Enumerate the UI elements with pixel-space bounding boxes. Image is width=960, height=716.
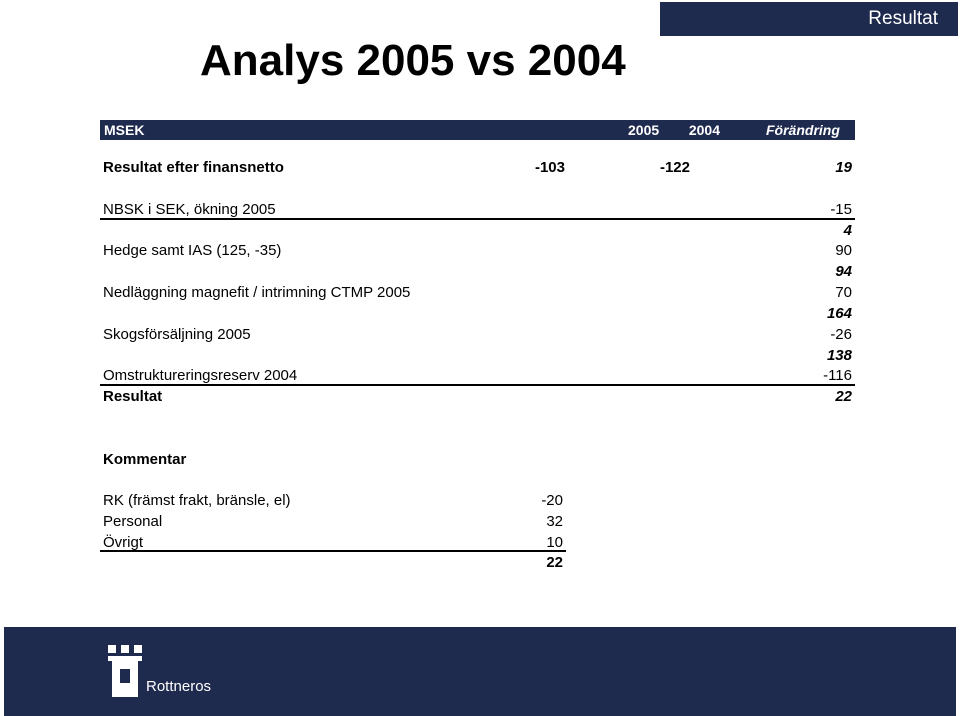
main-row-2005: -103 [534,159,565,176]
comment-row-label: RK (främst frakt, bränsle, el) [103,492,291,509]
header-2005: 2005 [628,122,660,138]
logo-text: Rottneros [146,678,211,695]
comment-row-label: Övrigt [103,534,144,551]
item-cumulative: 4 [843,222,852,239]
item-label: Hedge samt IAS (125, -35) [103,242,282,259]
total-divider [100,384,855,386]
comment-total: 22 [546,554,563,571]
row-divider [100,218,855,220]
item-value: 70 [835,284,852,301]
main-row-2004: -122 [659,159,690,176]
comment-divider [100,550,566,552]
total-label: Resultat [103,388,163,405]
item-value: -116 [823,367,852,384]
castle-icon: Rottneros [108,645,211,697]
footer-bar [4,627,956,716]
item-label: Omstruktureringsreserv 2004 [103,367,298,384]
item-label: Skogsförsäljning 2005 [103,326,251,343]
header-change: Förändring [766,122,840,138]
comment-row-value: 10 [546,534,563,551]
item-cumulative: 138 [826,347,852,364]
header-2004: 2004 [688,122,720,138]
item-value: 90 [835,242,852,259]
section-tag: Resultat [660,2,958,36]
item-value: -15 [830,201,852,218]
comment-row-label: Personal [103,513,163,530]
main-row-label: Resultat efter finansnetto [103,159,284,176]
comment-heading: Kommentar [103,451,187,468]
item-cumulative: 94 [835,263,852,280]
comment-row-value: -20 [541,492,563,509]
header-label: MSEK [104,122,145,138]
total-value: 22 [835,388,852,405]
item-label: Nedläggning magnefit / intrimning CTMP 2… [103,284,411,301]
table-header: MSEK 2005 2004 Förändring [100,120,855,140]
item-value: -26 [830,326,852,343]
page-title: Analys 2005 vs 2004 [200,36,626,85]
item-label: NBSK i SEK, ökning 2005 [103,201,276,218]
item-cumulative: 164 [826,305,852,322]
comment-row-value: 32 [546,513,563,530]
rottneros-logo: Rottneros [108,645,218,697]
main-row-change: 19 [835,159,852,176]
